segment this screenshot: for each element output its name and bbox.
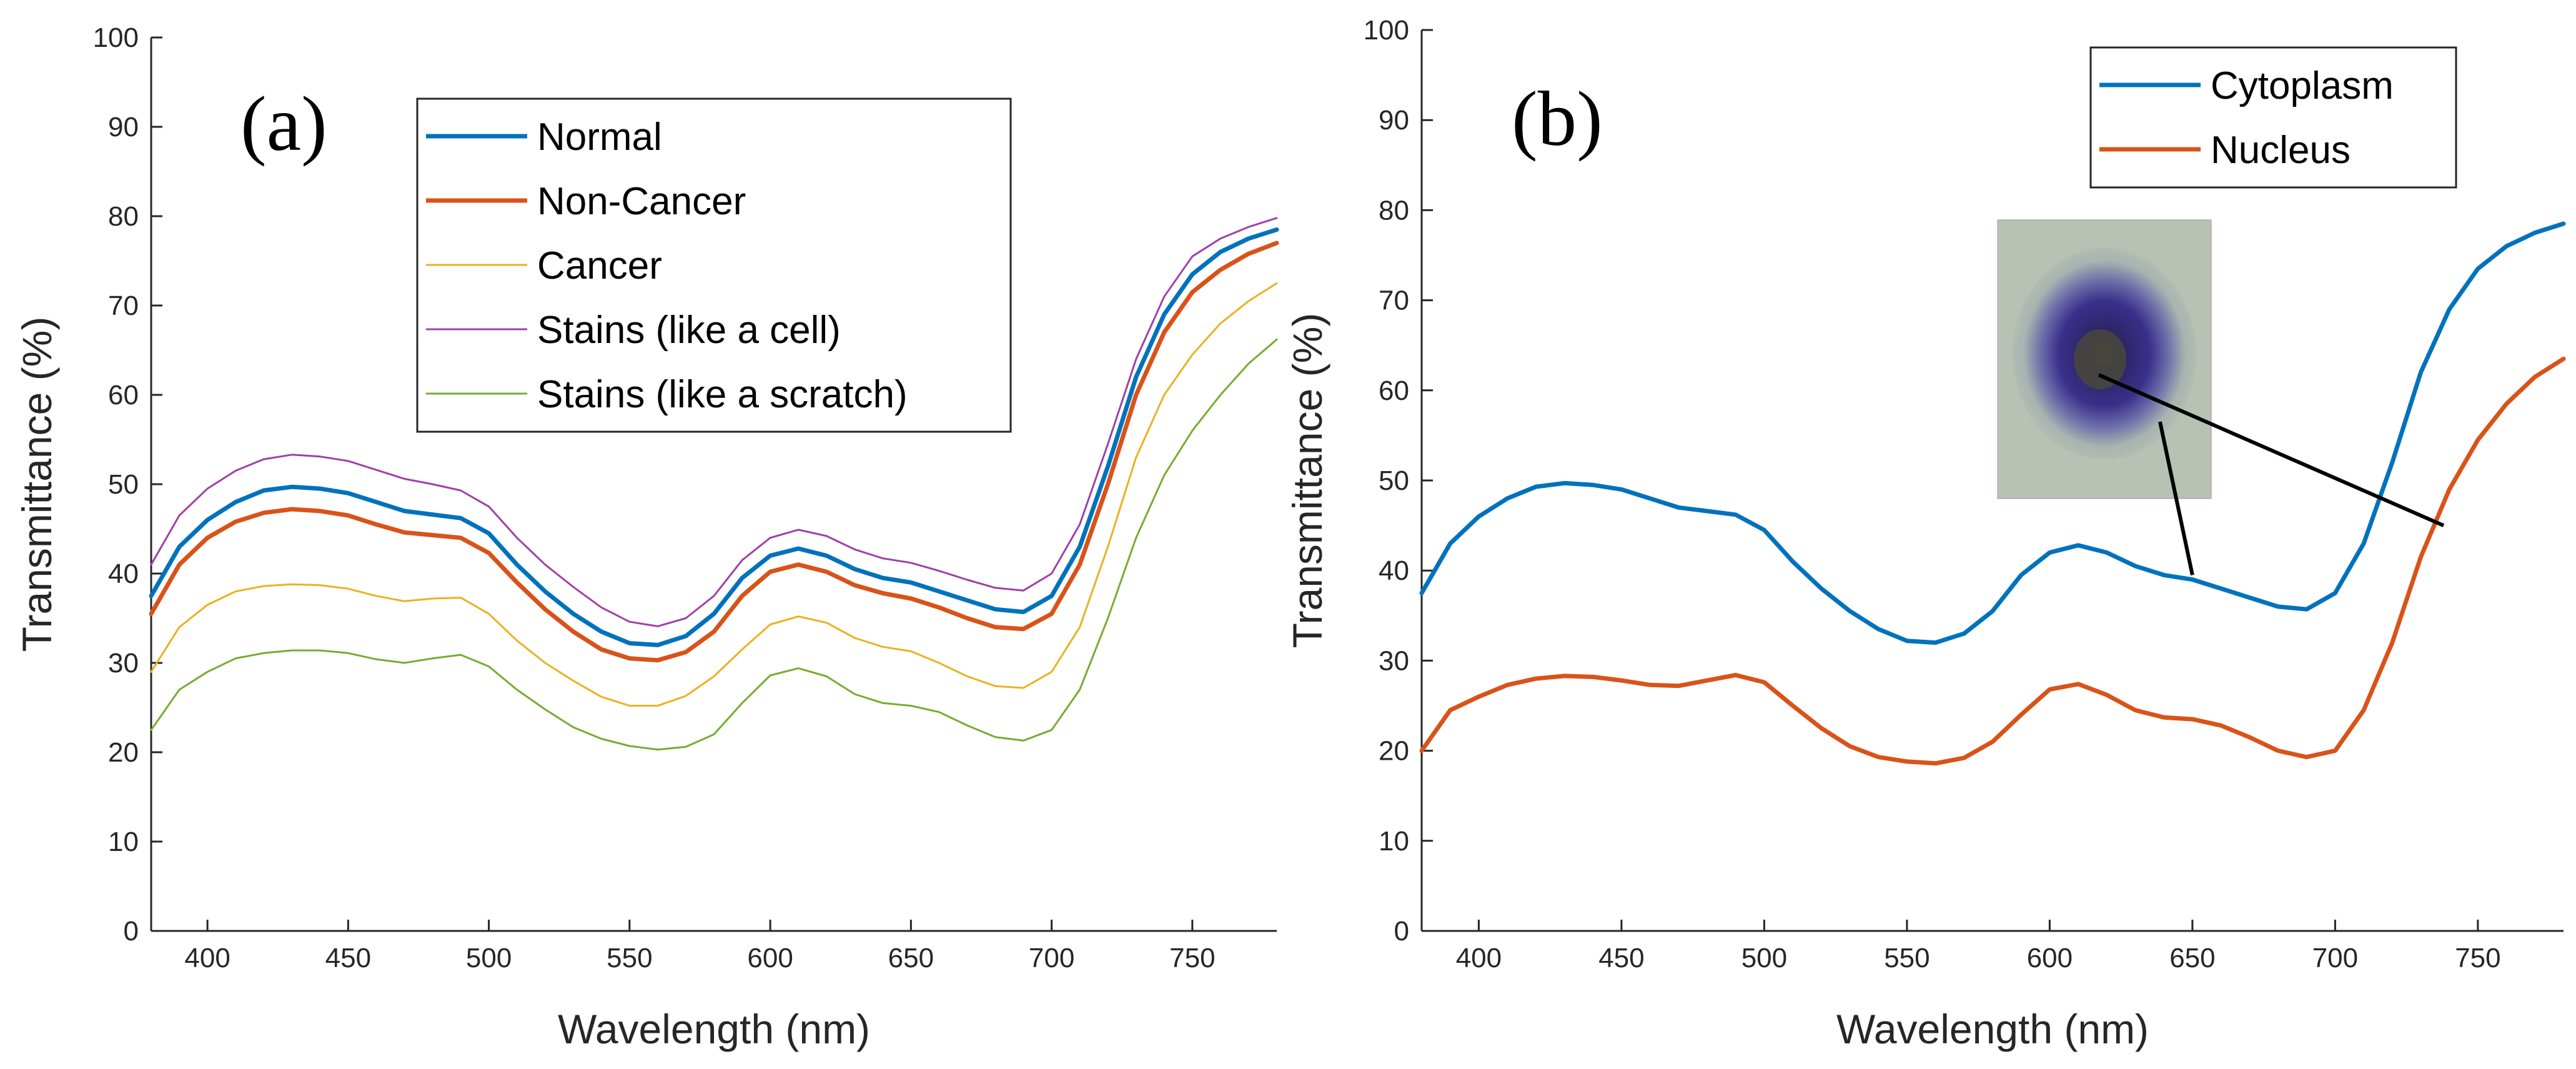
- series-line-stains-like-a-scratch: [150, 338, 1278, 751]
- y-tick-label: 60: [1379, 375, 1409, 406]
- x-tick-label: 600: [2027, 943, 2073, 973]
- y-tick-label: 30: [1379, 645, 1409, 676]
- panel-label: (a): [240, 81, 327, 167]
- cell-image-border: [1997, 219, 2212, 499]
- series-line-cytoplasm: [1419, 221, 2566, 645]
- legend-label: Non-Cancer: [537, 180, 746, 223]
- legend-box: [2089, 46, 2457, 189]
- legend-label: Stains (like a scratch): [537, 373, 908, 416]
- y-axis-title: Transmittance (%): [14, 317, 60, 652]
- y-tick-label: 10: [108, 827, 139, 857]
- x-tick-label: 750: [1169, 943, 1215, 973]
- y-tick-label: 50: [1379, 465, 1409, 496]
- legend-label: Normal: [537, 116, 662, 159]
- legend-label: Cancer: [537, 244, 662, 287]
- legend-label: Cytoplasm: [2211, 64, 2394, 107]
- y-tick-label: 20: [1379, 736, 1409, 767]
- y-tick-label: 70: [108, 291, 139, 321]
- x-tick-label: 500: [1741, 943, 1787, 973]
- x-tick-label: 400: [1456, 943, 1502, 973]
- y-tick-label: 40: [108, 559, 139, 589]
- y-tick-label: 10: [1379, 826, 1409, 857]
- x-tick-label: 500: [466, 943, 512, 973]
- legend-label: Nucleus: [2211, 129, 2351, 172]
- x-tick-label: 400: [184, 943, 230, 973]
- y-tick-label: 0: [1394, 916, 1409, 947]
- x-tick-label: 700: [1029, 943, 1074, 973]
- y-tick-label: 40: [1379, 555, 1409, 586]
- series-line-non-cancer: [149, 241, 1279, 663]
- y-tick-label: 100: [1364, 15, 1409, 46]
- y-tick-label: 50: [108, 469, 139, 500]
- x-tick-label: 550: [607, 943, 652, 973]
- y-tick-label: 70: [1379, 286, 1409, 316]
- series-line-nucleus: [1419, 356, 2566, 766]
- y-axis-title: Transmittance (%): [1284, 313, 1330, 649]
- x-tick-label: 700: [2312, 943, 2358, 973]
- x-tick-label: 750: [2455, 943, 2500, 973]
- y-tick-label: 80: [108, 201, 139, 232]
- x-tick-label: 600: [747, 943, 793, 973]
- x-tick-label: 450: [1598, 943, 1644, 973]
- y-tick-label: 100: [93, 22, 139, 53]
- x-tick-label: 450: [325, 943, 371, 973]
- y-tick-label: 90: [1379, 105, 1409, 136]
- x-tick-label: 550: [1884, 943, 1930, 973]
- y-tick-label: 30: [108, 648, 139, 679]
- x-axis-title: Wavelength (nm): [1836, 1006, 2149, 1052]
- chart-panel-b: 0 10 20 30 40 50 60 70 80 90 100 400 450 500 550 600 650…: [1284, 15, 2566, 1052]
- y-tick-label: 90: [108, 112, 139, 142]
- y-tick-label: 60: [108, 380, 139, 410]
- series-line-cancer: [150, 282, 1278, 707]
- y-tick-label: 0: [124, 916, 139, 947]
- inset-pointer-line: [2098, 373, 2445, 527]
- x-tick-label: 650: [2169, 943, 2215, 973]
- series-line-normal: [149, 227, 1279, 647]
- chart-panel-a: 0 10 20 30 40 50 60 70 80 90 100 400 450 500 550 600 650…: [14, 22, 1279, 1052]
- x-axis-title: Wavelength (nm): [558, 1006, 870, 1052]
- panel-label: (b): [1512, 76, 1603, 162]
- x-tick-label: 650: [888, 943, 934, 973]
- inset-pointer-line: [2158, 421, 2194, 576]
- cell-image-nucleus: [2074, 329, 2127, 389]
- y-tick-label: 80: [1379, 195, 1409, 226]
- y-tick-label: 20: [108, 737, 139, 768]
- series-line-stains-like-a-cell: [150, 217, 1278, 627]
- legend-label: Stains (like a cell): [537, 309, 841, 352]
